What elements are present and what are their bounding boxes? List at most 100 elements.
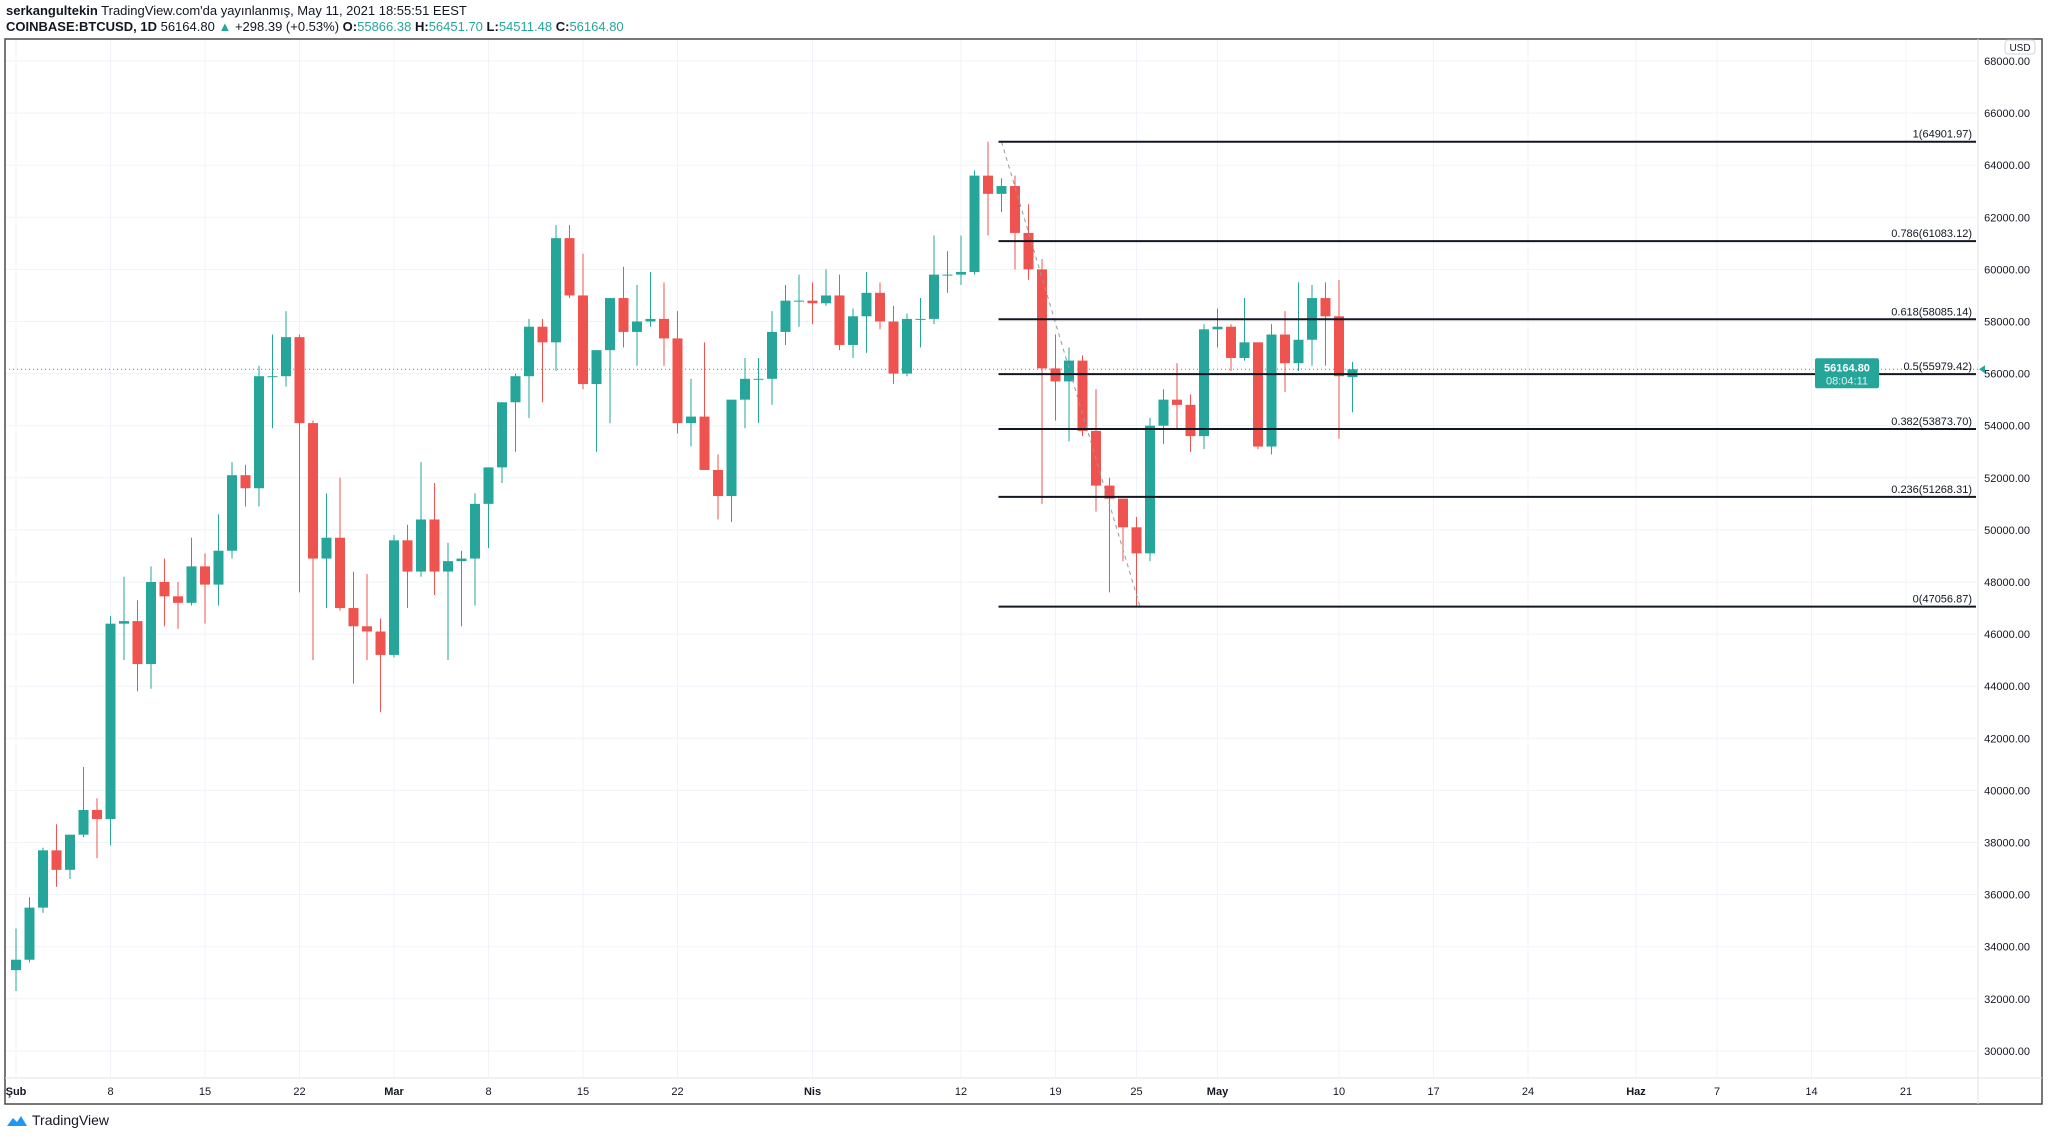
candle-body[interactable] xyxy=(1266,334,1277,447)
candle-body[interactable] xyxy=(240,475,251,489)
candle-body[interactable] xyxy=(1253,342,1263,447)
candle-body[interactable] xyxy=(38,850,48,908)
candle-body[interactable] xyxy=(780,300,791,332)
candle-body[interactable] xyxy=(1158,399,1169,426)
candle-body[interactable] xyxy=(888,321,899,374)
candle-body[interactable] xyxy=(659,318,669,339)
candle-body[interactable] xyxy=(497,402,507,468)
candle-body[interactable] xyxy=(1145,425,1155,554)
candle-body[interactable] xyxy=(227,475,237,551)
author[interactable]: serkangultekin xyxy=(6,3,98,18)
candle-body[interactable] xyxy=(699,416,710,470)
candle-body[interactable] xyxy=(483,467,494,504)
candle-body[interactable] xyxy=(942,274,953,276)
candle-body[interactable] xyxy=(470,503,480,559)
candle-body[interactable] xyxy=(1064,360,1074,382)
candle-body[interactable] xyxy=(1131,527,1142,554)
candle-body[interactable] xyxy=(24,907,35,960)
candle-body[interactable] xyxy=(200,566,210,585)
candle-body[interactable] xyxy=(983,175,993,194)
candle-body[interactable] xyxy=(1212,326,1223,330)
candle-body[interactable] xyxy=(348,608,359,627)
currency-button[interactable] xyxy=(2004,39,2036,55)
candle-body[interactable] xyxy=(564,238,575,296)
candle-body[interactable] xyxy=(1293,339,1304,364)
candle-body[interactable] xyxy=(1172,399,1182,405)
candle-body[interactable] xyxy=(618,298,629,332)
symbol-name[interactable]: COINBASE:BTCUSD, 1D xyxy=(6,19,157,34)
candle-body[interactable] xyxy=(713,469,723,497)
candle-body[interactable] xyxy=(821,295,831,304)
candle-body[interactable] xyxy=(146,582,156,665)
currency-label[interactable]: USD xyxy=(2009,43,2030,54)
candle-body[interactable] xyxy=(1226,326,1236,358)
candle-body[interactable] xyxy=(1199,329,1209,437)
candle-body[interactable] xyxy=(848,316,858,345)
tradingview-logo[interactable]: TradingView xyxy=(6,1112,109,1128)
candle-body[interactable] xyxy=(173,596,183,603)
candle-body[interactable] xyxy=(429,519,440,572)
candle-body[interactable] xyxy=(794,300,804,302)
candle-body[interactable] xyxy=(281,337,291,377)
candle-body[interactable] xyxy=(969,175,980,273)
candle-body[interactable] xyxy=(537,326,548,343)
candle-body[interactable] xyxy=(267,376,278,378)
candle-body[interactable] xyxy=(92,809,102,820)
candle-body[interactable] xyxy=(807,300,818,304)
candle-body[interactable] xyxy=(929,274,939,319)
candle-body[interactable] xyxy=(65,834,75,870)
candle-body[interactable] xyxy=(834,295,845,345)
candle-body[interactable] xyxy=(456,558,467,562)
candle-body[interactable] xyxy=(375,631,386,655)
candle-body[interactable] xyxy=(1239,342,1250,358)
candle-body[interactable] xyxy=(524,326,534,377)
candle-body[interactable] xyxy=(740,378,750,400)
candle-body[interactable] xyxy=(861,292,872,317)
candle-body[interactable] xyxy=(159,582,170,597)
candle-body[interactable] xyxy=(510,376,521,403)
candle-body[interactable] xyxy=(672,338,683,424)
candle-body[interactable] xyxy=(132,621,143,665)
candle-body[interactable] xyxy=(308,423,318,559)
candle-body[interactable] xyxy=(645,318,656,322)
candle-body[interactable] xyxy=(1280,334,1290,364)
candle-body[interactable] xyxy=(1320,298,1331,317)
candle-body[interactable] xyxy=(254,376,264,489)
candle-body[interactable] xyxy=(1023,232,1034,270)
candle-body[interactable] xyxy=(591,350,602,385)
candle-body[interactable] xyxy=(753,378,764,380)
candle-body[interactable] xyxy=(551,238,561,343)
candle-body[interactable] xyxy=(767,331,777,379)
candle-body[interactable] xyxy=(362,626,372,632)
candle-body[interactable] xyxy=(875,292,885,322)
candle-body[interactable] xyxy=(389,540,399,655)
candle-body[interactable] xyxy=(11,959,21,971)
candle-body[interactable] xyxy=(632,321,642,332)
candle-body[interactable] xyxy=(294,337,305,424)
candle-body[interactable] xyxy=(416,519,426,572)
candle-body[interactable] xyxy=(915,318,926,320)
candle-body[interactable] xyxy=(78,809,89,835)
candle-body[interactable] xyxy=(186,566,197,603)
candle-body[interactable] xyxy=(956,272,966,275)
candle-body[interactable] xyxy=(1077,360,1088,431)
candle-body[interactable] xyxy=(1104,485,1115,499)
candle-body[interactable] xyxy=(1334,316,1344,377)
candle-body[interactable] xyxy=(51,850,62,870)
candle-body[interactable] xyxy=(996,186,1007,194)
candle-body[interactable] xyxy=(443,561,453,572)
candle-body[interactable] xyxy=(1010,186,1020,233)
candle-body[interactable] xyxy=(105,623,116,820)
candle-body[interactable] xyxy=(726,399,737,497)
candle-body[interactable] xyxy=(335,537,345,609)
candle-body[interactable] xyxy=(119,621,129,624)
candle-body[interactable] xyxy=(686,416,696,424)
candle-body[interactable] xyxy=(321,537,332,559)
candle-body[interactable] xyxy=(1185,404,1196,437)
candle-body[interactable] xyxy=(213,550,224,585)
candle-body[interactable] xyxy=(578,295,588,385)
candle-body[interactable] xyxy=(902,318,912,374)
candle-body[interactable] xyxy=(402,540,413,572)
candle-body[interactable] xyxy=(1118,498,1128,528)
